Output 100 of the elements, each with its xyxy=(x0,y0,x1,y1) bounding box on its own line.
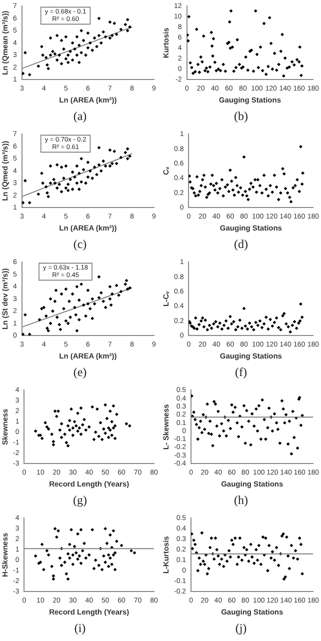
point xyxy=(60,564,64,568)
point xyxy=(76,412,80,415)
point xyxy=(97,163,101,166)
point xyxy=(86,302,90,306)
point xyxy=(80,549,84,552)
point xyxy=(92,566,96,570)
point xyxy=(124,282,128,286)
point xyxy=(99,291,103,294)
point xyxy=(102,554,106,558)
point xyxy=(46,553,50,557)
point xyxy=(108,36,112,40)
point xyxy=(66,552,70,556)
point xyxy=(55,163,59,166)
point xyxy=(77,44,81,48)
point xyxy=(119,28,123,32)
point xyxy=(72,544,76,548)
point xyxy=(75,35,79,38)
point xyxy=(80,423,84,427)
point xyxy=(76,557,80,561)
point xyxy=(56,409,60,413)
point xyxy=(71,426,75,430)
point xyxy=(97,146,101,150)
text: (d) xyxy=(233,236,249,253)
point xyxy=(104,526,108,530)
point xyxy=(72,420,76,424)
point xyxy=(104,164,108,168)
text: (e) xyxy=(72,364,88,381)
point xyxy=(60,62,64,66)
point xyxy=(74,313,78,317)
point xyxy=(23,313,27,317)
point xyxy=(48,181,52,185)
point xyxy=(58,322,62,326)
point xyxy=(40,172,44,176)
point xyxy=(53,52,57,56)
point xyxy=(48,53,52,57)
point xyxy=(46,329,50,332)
point xyxy=(109,303,113,307)
point xyxy=(42,568,46,572)
point xyxy=(110,162,114,166)
point xyxy=(68,178,72,182)
point xyxy=(38,318,42,322)
point xyxy=(104,560,108,564)
point xyxy=(99,169,103,173)
point xyxy=(46,66,50,70)
point xyxy=(84,428,88,432)
point xyxy=(86,46,90,50)
point xyxy=(94,558,98,562)
point xyxy=(106,436,110,440)
point xyxy=(117,294,120,297)
point xyxy=(87,553,91,557)
point xyxy=(68,300,71,304)
point xyxy=(86,288,90,292)
point xyxy=(112,529,116,532)
point xyxy=(112,404,116,408)
point xyxy=(102,300,106,304)
point xyxy=(75,329,79,332)
point xyxy=(90,405,94,409)
point xyxy=(108,297,112,301)
point xyxy=(105,542,109,546)
point xyxy=(23,50,27,54)
point xyxy=(78,554,82,558)
point xyxy=(97,34,101,38)
point xyxy=(97,296,101,300)
point xyxy=(84,53,88,57)
point xyxy=(108,164,112,168)
point xyxy=(58,53,62,57)
point xyxy=(55,316,59,319)
point xyxy=(53,526,57,530)
point xyxy=(104,431,108,435)
point xyxy=(88,306,92,310)
point xyxy=(76,429,80,433)
point xyxy=(63,432,66,436)
text: (c) xyxy=(72,236,88,253)
point xyxy=(71,434,75,437)
point xyxy=(66,322,70,326)
point xyxy=(96,407,99,411)
point xyxy=(108,428,112,432)
point xyxy=(56,529,60,532)
point xyxy=(53,300,57,304)
point xyxy=(77,188,81,191)
point xyxy=(120,544,124,548)
point xyxy=(110,434,114,437)
point xyxy=(64,164,68,168)
point xyxy=(70,292,74,296)
point xyxy=(40,436,44,440)
point xyxy=(128,424,132,428)
point xyxy=(124,22,128,26)
point xyxy=(110,292,114,296)
point xyxy=(70,41,74,45)
point xyxy=(64,572,68,576)
point xyxy=(66,188,70,192)
point xyxy=(60,38,64,42)
point xyxy=(48,36,52,40)
point xyxy=(68,542,72,546)
point xyxy=(68,556,72,560)
point xyxy=(126,147,130,151)
point xyxy=(106,426,110,430)
point xyxy=(75,284,79,288)
point xyxy=(64,57,68,61)
point xyxy=(68,316,72,319)
